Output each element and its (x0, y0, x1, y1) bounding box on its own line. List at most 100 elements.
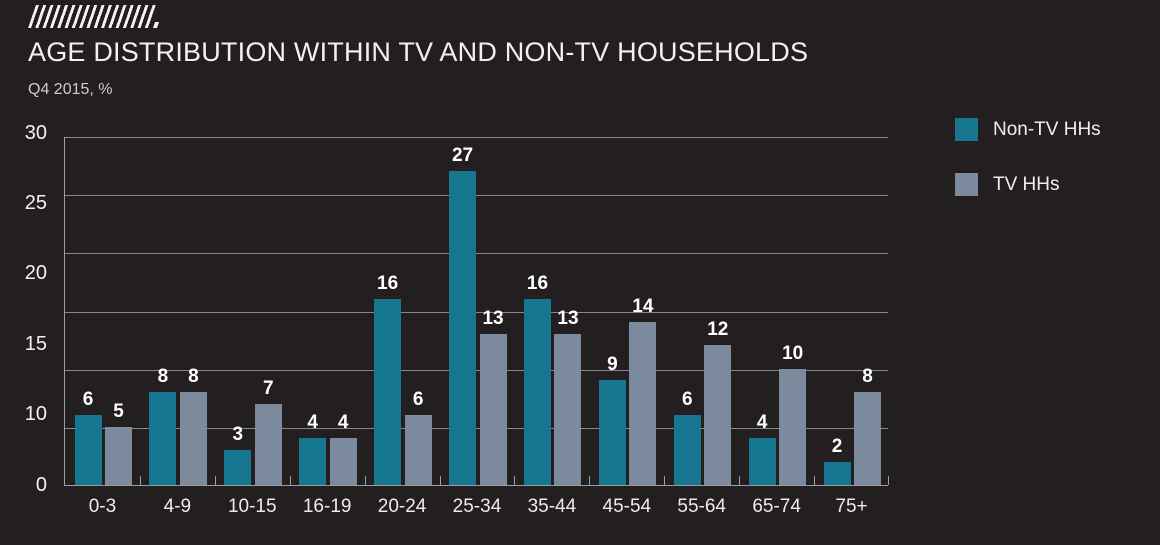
x-axis-tick (439, 476, 441, 485)
bar-tv-hhs (105, 426, 132, 485)
x-axis-label: 16-19 (302, 496, 352, 517)
bar-value-label: 9 (607, 354, 618, 376)
bar-tv-hhs (779, 368, 807, 485)
bar-value-label: 7 (263, 377, 274, 399)
y-axis-labels: 30 25 20 15 10 0 (0, 122, 47, 496)
legend-label: TV HHs (993, 173, 1060, 195)
y-axis-label: 10 (24, 403, 47, 426)
gridline (65, 427, 888, 429)
bar-value-label: 6 (82, 389, 94, 411)
bar-non-tv-hhs (374, 298, 402, 485)
bar-tv-hhs (554, 333, 582, 485)
bar-tv-hhs (704, 345, 732, 485)
bar-non-tv-hhs (823, 461, 851, 485)
legend-swatch-icon (955, 173, 978, 196)
x-axis-label: 25-34 (452, 496, 502, 517)
bar-non-tv-hhs (523, 298, 551, 485)
y-axis-label: 0 (35, 473, 47, 496)
bar-value-label: 8 (157, 365, 169, 387)
bar-tv-hhs (854, 391, 882, 485)
bar-value-label: 4 (337, 412, 349, 434)
x-axis-tick (364, 476, 366, 485)
bar-value-label: 3 (232, 424, 244, 446)
bar-group: 4 10 65-74 (739, 137, 814, 517)
bar-group: 2 8 75+ (814, 137, 889, 517)
x-axis-tick (814, 476, 816, 485)
bar-non-tv-hhs (449, 170, 477, 485)
x-axis-label: 0-3 (88, 496, 117, 517)
bar-value-label: 12 (707, 319, 729, 341)
brand-logo-stripes-icon (28, 5, 157, 28)
bar-value-label: 13 (557, 307, 579, 329)
bar-value-label: 5 (113, 400, 124, 422)
bar-value-label: 13 (482, 307, 504, 329)
brand-logo (28, 5, 160, 28)
bar-group: 6 5 0-3 (65, 137, 140, 517)
bar-group: 4 4 16-19 (290, 137, 365, 517)
gridline (65, 195, 888, 197)
x-axis-label: 4-9 (163, 496, 192, 517)
brand-logo-dot-icon (153, 22, 160, 28)
legend-item: Non-TV HHs (955, 118, 1101, 141)
bar-group: 6 12 55-64 (664, 137, 739, 517)
bar-tv-hhs (329, 438, 357, 485)
x-axis-tick (514, 476, 516, 485)
bar-value-label: 16 (377, 272, 399, 294)
bar-non-tv-hhs (598, 380, 626, 485)
bar-group: 8 8 4-9 (140, 137, 215, 517)
gridline (65, 311, 888, 313)
x-axis-label: 75+ (835, 496, 868, 517)
bar-non-tv-hhs (673, 415, 701, 485)
bar-group: 16 13 35-44 (514, 137, 589, 517)
x-axis-label: 65-74 (752, 496, 801, 517)
x-axis-label: 10-15 (227, 496, 277, 517)
gridline (65, 137, 888, 138)
chart-subtitle: Q4 2015, % (28, 81, 113, 98)
bar-value-label: 10 (782, 342, 804, 364)
legend-label: Non-TV HHs (993, 118, 1101, 140)
x-axis-tick (214, 476, 216, 485)
legend: Non-TV HHs TV HHs (955, 118, 1101, 228)
bar-value-label: 6 (412, 389, 424, 411)
x-axis-label: 45-54 (602, 496, 652, 517)
x-axis-tick (289, 476, 291, 485)
bar-group: 9 14 45-54 (589, 137, 664, 517)
bar-value-label: 2 (831, 435, 843, 457)
x-axis-label: 55-64 (677, 496, 727, 517)
gridline (65, 253, 888, 255)
bar-value-label: 8 (188, 365, 199, 387)
bar-value-label: 14 (632, 296, 654, 318)
legend-item: TV HHs (955, 173, 1101, 196)
bar-value-label: 27 (451, 144, 474, 166)
x-axis-tick (739, 476, 741, 485)
plot-area: 6 5 0-3 8 8 4-9 3 7 10-15 4 4 16-19 16 6 20-24 27 13 25-3… (64, 137, 889, 517)
bar-tv-hhs (254, 403, 282, 485)
x-axis-tick (888, 476, 889, 485)
bar-value-label: 6 (681, 389, 693, 411)
x-axis-tick (589, 476, 591, 485)
x-axis-label: 35-44 (527, 496, 577, 517)
bar-non-tv-hhs (224, 450, 252, 485)
bar-value-label: 4 (307, 412, 318, 434)
bar-value-label: 8 (862, 365, 873, 387)
y-axis-label: 15 (24, 332, 47, 355)
bar-tv-hhs (179, 391, 207, 485)
x-axis-tick (139, 476, 141, 485)
bar-value-label: 4 (756, 412, 768, 434)
bar-group: 16 6 20-24 (365, 137, 440, 517)
gridline (65, 369, 888, 371)
y-axis-label: 25 (24, 191, 47, 214)
bar-non-tv-hhs (748, 438, 776, 485)
bar-tv-hhs (629, 322, 657, 485)
legend-swatch-icon (955, 118, 978, 141)
y-axis-label: 20 (24, 262, 47, 285)
x-axis-tick (664, 476, 666, 485)
bar-tv-hhs (479, 333, 507, 485)
bar-non-tv-hhs (299, 438, 327, 485)
chart-title: AGE DISTRIBUTION WITHIN TV AND NON-TV HO… (28, 37, 809, 67)
bar-group: 27 13 25-34 (440, 137, 515, 517)
bar-value-label: 16 (526, 272, 549, 294)
bar-tv-hhs (404, 415, 432, 485)
bar-non-tv-hhs (74, 415, 102, 485)
x-axis-label: 20-24 (377, 496, 427, 517)
